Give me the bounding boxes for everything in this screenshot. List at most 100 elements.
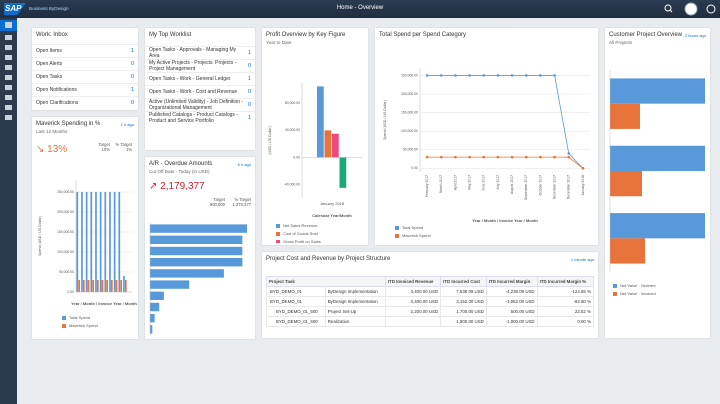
y-axis-title: Spend (USD / US Dollar) (383, 100, 387, 140)
list-item[interactable]: Open Items 1 (32, 44, 138, 57)
bar (81, 192, 83, 292)
item-count: 1 (130, 48, 134, 54)
maverick-tile[interactable]: Maverick Spending in % 1 h ago Last 12 M… (32, 117, 138, 339)
x-tick-label: November 2017 (552, 175, 556, 199)
table-cell: -92.60 % (536, 296, 595, 307)
legend-label: Cost of Goods Sold (283, 231, 318, 236)
item-count: 1 (247, 76, 251, 82)
item-label: Open Tasks (36, 74, 63, 80)
x-tick-label: July 2017 (496, 175, 500, 190)
y-tick-label: 250,000.00 (401, 73, 418, 77)
y-tick-label: 250,000.00 (57, 190, 74, 194)
legend-swatch (62, 316, 66, 320)
search-button[interactable] (664, 4, 673, 13)
pct-target-label: % Target (115, 142, 132, 147)
bar (95, 192, 97, 292)
bar (150, 302, 160, 312)
table-cell: -124.65 % (536, 286, 595, 297)
help-button[interactable] (706, 4, 716, 14)
x-tick-label: June 2017 (482, 175, 486, 191)
item-label: My Active Projects - Projects: Projects … (149, 60, 237, 72)
table-cell: 3,400.00 USD (384, 296, 442, 307)
point (482, 74, 486, 77)
pct-target: % Target 1% (112, 142, 132, 152)
table-row: BYD_DEMO_01_500 Project Set-Up 2,200.00 US… (266, 306, 595, 317)
list-item[interactable]: Open Tasks - Approvals - Managing My Are… (145, 46, 255, 59)
bar (150, 314, 155, 323)
bar (83, 280, 85, 292)
point (496, 155, 500, 159)
x-tick-label: October 2017 (538, 175, 542, 196)
list-item[interactable]: Open Alerts 0 (32, 57, 138, 70)
page-title: Home - Overview (336, 5, 384, 11)
nav-icon[interactable] (5, 115, 12, 120)
point (567, 152, 571, 155)
bar (339, 157, 347, 188)
y-axis-title: (USD / US Dollar) (268, 126, 272, 154)
updated: 1 h ago (120, 122, 134, 127)
bar (109, 192, 111, 292)
nav-icon[interactable] (5, 85, 12, 90)
avatar-button[interactable] (684, 2, 698, 16)
x-tick-label: January 2018 (320, 201, 345, 206)
y-tick-label: 100,000.00 (401, 129, 418, 133)
nav-icon[interactable] (5, 65, 12, 70)
nav-icon[interactable] (5, 75, 12, 80)
list-item[interactable]: My Active Projects - Projects: Projects … (145, 59, 255, 72)
nav-icon[interactable] (5, 55, 12, 60)
list-item[interactable]: Open Notifications 1 (32, 83, 138, 96)
list-item[interactable]: Active (Unlimited Validity) - Job Defini… (145, 98, 255, 111)
kpi: ↘ 13% (36, 144, 67, 155)
y-tick-label: 150,000.00 (401, 110, 418, 114)
worklist-tile[interactable]: My Top Worklist Open Tasks - Approvals -… (145, 28, 255, 150)
profit-tile[interactable]: Profit Overview by Key Figure Year to Da… (262, 28, 368, 245)
list-item[interactable]: Open Tasks - Work - Cost and Revenue 0 (145, 85, 255, 98)
list-item[interactable]: Published Catalogs - Product Catalogs - … (145, 111, 255, 124)
list-item[interactable]: Open Tasks - Work - General Ledger 1 (145, 72, 255, 85)
list-item[interactable]: Open Tasks 0 (32, 70, 138, 83)
point (524, 155, 528, 159)
table-cell: BYD_DEMO_01_500 (266, 316, 326, 327)
target-label: Target (213, 197, 225, 202)
tile-title: A/R - Overdue Amounts (149, 161, 213, 167)
column-header: ITD Incurred Cost (440, 276, 487, 287)
point (539, 155, 542, 159)
bar (90, 192, 93, 292)
tile-title: My Top Worklist (149, 32, 192, 38)
target-label: Target (98, 142, 110, 147)
nav-icon[interactable] (5, 95, 12, 100)
y-tick-label: 200,000.00 (57, 210, 74, 214)
spend-tile[interactable]: Total Spend per Spend Category 0.00 50,00… (375, 28, 598, 245)
customer-tile[interactable]: Customer Project Overview 2 hours ago Al… (605, 28, 710, 338)
nav-icon[interactable] (5, 35, 12, 40)
bar (111, 280, 113, 292)
inbox-tile[interactable]: Work: Inbox Open Items 1 Open Alerts 0 Open … (32, 28, 138, 110)
bar (317, 86, 324, 158)
target-value: 10% (101, 147, 110, 152)
x-tick-label: April 2017 (453, 175, 457, 190)
worklist: Open Tasks - Approvals - Managing My Are… (145, 46, 255, 124)
point (524, 74, 528, 77)
project-table-tile[interactable]: Project Cost and Revenue by Project Stru… (262, 252, 598, 338)
nav-icon[interactable] (5, 45, 12, 50)
table-cell: BYD_DEMO_01_500 (266, 306, 326, 317)
legend-label: Total Spend (69, 315, 90, 320)
bar (92, 280, 95, 292)
target: Target 10% (90, 142, 110, 152)
list-item[interactable]: Open Clarifications 0 (32, 96, 138, 109)
legend-swatch (395, 234, 399, 238)
nav-icon[interactable] (5, 22, 12, 28)
bar (150, 291, 164, 300)
header-actions (664, 2, 716, 16)
table-cell: Realization (324, 316, 386, 327)
overdue-tile[interactable]: A/R - Overdue Amounts 6 h ago Cut Off Da… (145, 157, 255, 339)
target-value: 900,000 (209, 202, 225, 207)
inbox-list: Open Items 1 Open Alerts 0 Open Tasks 0 Open N… (32, 44, 138, 109)
item-count: 0 (247, 102, 251, 108)
x-tick-label: September 2017 (524, 175, 528, 200)
kpi-arrow: ↗ (149, 181, 158, 192)
bar (610, 78, 705, 104)
nav-icon[interactable] (5, 105, 12, 110)
table-cell: ByDesign Implementation (324, 296, 386, 307)
line (427, 75, 584, 169)
